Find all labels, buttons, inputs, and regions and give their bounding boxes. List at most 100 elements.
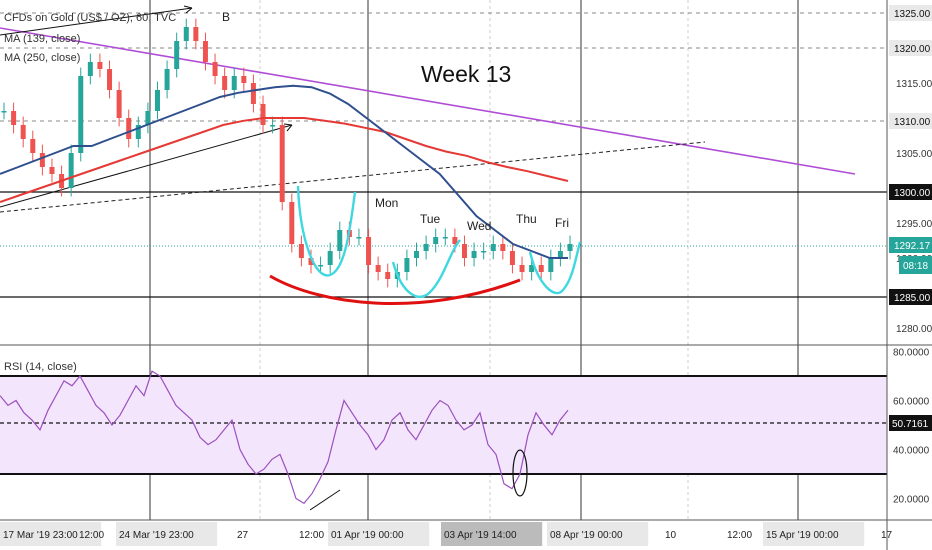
time-tick-label: 12:00 [727,530,752,541]
time-tick-label: 24 Mar '19 23:00 [119,530,194,541]
time-tick-label: 10 [665,530,677,541]
badge-1325: 1325.00 [894,9,931,20]
candle-body [164,69,170,90]
badge-1320: 1320.00 [894,44,931,55]
candle-body [49,167,55,174]
price-tick-label: 1315.00 [896,79,932,90]
badge-1300-bg [889,184,932,200]
day-wed: Wed [467,219,491,233]
time-tick-label: 15 Apr '19 00:00 [766,530,839,541]
badge-rsi-bg [889,415,932,431]
candle-body [452,237,458,244]
ma139-label: MA (139, close) [4,33,80,45]
candle-body [154,90,160,111]
rsi-divergence-arrow[interactable] [309,489,341,511]
candle-body [174,41,180,69]
time-axis-labels: 17 Mar '19 23:00 12:00 24 Mar '19 23:00 27 1… [0,522,893,546]
candle-body [78,76,84,153]
candle-body [404,258,410,272]
candle-body [68,153,74,188]
candle-body [567,244,573,251]
candle-body [471,251,477,258]
time-tick-label: 12:00 [299,530,324,541]
candle-body [202,41,208,62]
candle-body [500,244,506,251]
grid-lines [149,0,799,520]
candle-body [509,251,515,265]
candle-body [279,125,285,202]
ma-250-line[interactable] [0,117,569,203]
candle-body [183,27,189,41]
cyan-swing-2[interactable] [391,239,461,298]
price-tick-label: 1280.00 [896,324,932,335]
badge-1325-bg [889,5,932,21]
candle-body [366,237,372,265]
candle-body [193,27,199,41]
badge-1310-bg [889,113,932,129]
candle-body [222,76,228,90]
rsi-tick-label: 60.0000 [893,397,930,408]
candle-body [318,265,324,267]
candle-body [414,251,420,258]
badge-1285-bg [889,289,932,305]
time-tick-label: 08 Apr '19 00:00 [550,530,623,541]
time-tick-label: 17 Mar '19 23:00 [3,530,78,541]
red-arc[interactable] [269,274,521,305]
candle-body [548,258,554,272]
rsi-axis-labels: 80.0000 60.0000 40.0000 20.0000 [893,348,930,506]
lower-channel-line[interactable] [0,124,293,208]
candle-body [20,125,26,139]
rsi-ellipse[interactable] [512,449,528,497]
candle-body [126,118,132,139]
time-label-box [547,522,649,546]
rsi-band [0,376,887,474]
candle-body [538,265,544,272]
rsi-tick-label: 40.0000 [893,446,930,457]
rsi-line[interactable] [0,370,569,505]
candle-body [97,62,103,69]
time-tick-label: 01 Apr '19 00:00 [331,530,404,541]
dashed-trend-line[interactable] [0,141,706,213]
candlesticks [1,18,573,288]
candle-body [11,111,17,125]
badge-last-bg [889,237,932,253]
badge-last: 1292.17 [894,241,931,252]
badge-1285: 1285.00 [894,293,931,304]
upper-channel-line[interactable] [0,7,193,36]
day-mon: Mon [375,196,398,210]
candle-body [327,251,333,265]
candle-body [231,76,237,90]
candle-body [260,104,266,125]
week-label: Week 13 [421,61,511,87]
candle-body [87,62,93,76]
candle-body [1,111,7,113]
candle-body [116,90,122,118]
candle-body [135,125,141,139]
candle-body [490,244,496,251]
candle-body [337,230,343,251]
time-label-box [328,522,430,546]
symbol-title: CFDs on Gold (US$ / OZ), 60, TVC [4,12,176,24]
cyan-swing-3[interactable] [528,241,582,295]
candle-body [241,76,247,83]
candle-body [481,251,487,253]
time-label-box [116,522,218,546]
badge-countdown-bg [899,256,932,274]
candle-body [298,244,304,258]
cyan-swing-1[interactable] [296,185,357,277]
purple-trend-line[interactable] [0,27,856,175]
upper-arrow-head [183,5,193,14]
day-tue: Tue [420,212,441,226]
day-fri: Fri [555,216,569,230]
time-label-box [0,522,102,546]
price-tick-label: 1305.00 [896,149,932,160]
ma-139-line[interactable] [0,84,568,259]
candle-body [308,258,314,265]
candle-body [39,153,45,167]
badge-rsi: 50.7161 [892,419,929,430]
time-label-box [763,522,865,546]
time-tick-label: 17 [881,530,893,541]
badge-1320-bg [889,40,932,56]
badge-countdown: 08:18 [903,261,928,272]
